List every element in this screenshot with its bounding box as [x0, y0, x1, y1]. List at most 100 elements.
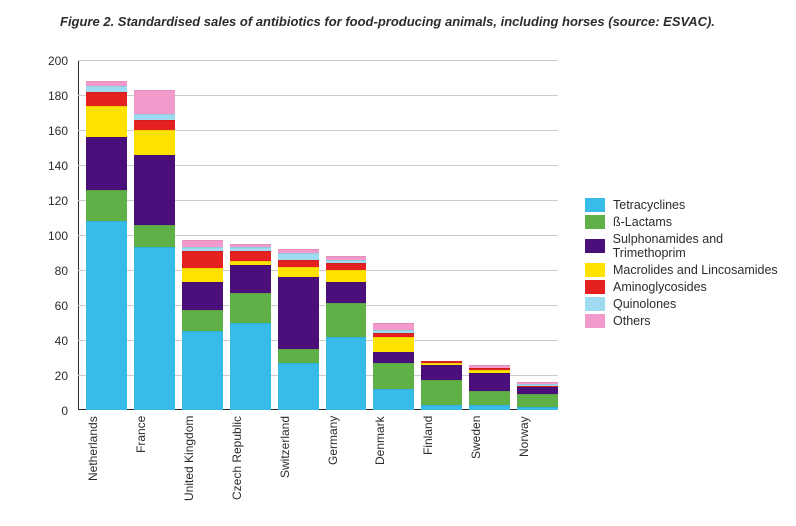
bar: [469, 365, 510, 411]
y-tick-label: 80: [55, 264, 78, 278]
legend-swatch: [585, 215, 605, 229]
x-tick-label: United Kingdom: [182, 416, 223, 526]
bars-container: [78, 60, 558, 410]
legend-item: Others: [585, 314, 796, 328]
legend: Tetracyclines ß-Lactams Sulphonamides and …: [585, 198, 796, 328]
legend-item: Aminoglycosides: [585, 280, 796, 294]
bar-segment: [373, 363, 414, 389]
bar: [230, 244, 271, 410]
y-tick-label: 60: [55, 299, 78, 313]
bar-segment: [182, 251, 223, 269]
legend-item: Sulphonamides and Trimethoprim: [585, 232, 796, 260]
bar-segment: [421, 380, 462, 405]
bar-segment: [421, 365, 462, 381]
bar-segment: [182, 310, 223, 331]
bar: [517, 382, 558, 410]
bar-segment: [373, 337, 414, 353]
legend-swatch: [585, 314, 605, 328]
legend-label: Aminoglycosides: [613, 280, 707, 294]
bar: [421, 361, 462, 410]
legend-item: Macrolides and Lincosamides: [585, 263, 796, 277]
y-tick-label: 0: [61, 404, 78, 418]
y-tick-label: 140: [48, 159, 78, 173]
bar-segment: [326, 337, 367, 411]
x-tick-label: Denmark: [373, 416, 414, 526]
bar-segment: [278, 277, 319, 349]
bar: [326, 256, 367, 410]
y-tick-label: 100: [48, 229, 78, 243]
bar-segment: [230, 265, 271, 293]
x-labels: NetherlandsFranceUnited KingdomCzech Rep…: [78, 410, 558, 526]
legend-item: Quinolones: [585, 297, 796, 311]
legend-item: Tetracyclines: [585, 198, 796, 212]
bar-segment: [230, 323, 271, 411]
legend-label: Tetracyclines: [613, 198, 685, 212]
figure-container: Figure 2. Standardised sales of antibiot…: [0, 0, 796, 521]
bar-segment: [326, 282, 367, 303]
x-tick-label: Netherlands: [86, 416, 127, 526]
bar-segment: [278, 260, 319, 267]
y-tick-label: 120: [48, 194, 78, 208]
bar-segment: [182, 331, 223, 410]
bar-segment: [326, 303, 367, 336]
bar-segment: [373, 352, 414, 363]
x-tick-label: Germany: [326, 416, 367, 526]
x-tick-label: Norway: [517, 416, 558, 526]
y-tick-label: 200: [48, 54, 78, 68]
bar: [182, 240, 223, 410]
bar-segment: [517, 394, 558, 406]
bar-segment: [469, 373, 510, 391]
bar-segment: [86, 221, 127, 410]
bar-segment: [134, 120, 175, 131]
y-tick-label: 40: [55, 334, 78, 348]
legend-label: Others: [613, 314, 651, 328]
bar-segment: [134, 225, 175, 248]
bar-segment: [182, 240, 223, 247]
y-tick-label: 20: [55, 369, 78, 383]
bar-segment: [278, 267, 319, 278]
legend-swatch: [585, 280, 605, 294]
legend-label: ß-Lactams: [613, 215, 672, 229]
bar-segment: [86, 106, 127, 138]
legend-swatch: [585, 198, 605, 212]
legend-label: Sulphonamides and Trimethoprim: [613, 232, 796, 260]
legend-label: Quinolones: [613, 297, 676, 311]
x-tick-label: Switzerland: [278, 416, 319, 526]
legend-swatch: [585, 263, 605, 277]
x-tick-label: Sweden: [469, 416, 510, 526]
x-tick-label: Czech Republic: [230, 416, 271, 526]
bar-segment: [134, 247, 175, 410]
legend-swatch: [585, 239, 605, 253]
bar-segment: [182, 282, 223, 310]
bar-segment: [230, 251, 271, 262]
bar-segment: [469, 391, 510, 405]
bar-segment: [134, 130, 175, 155]
bar-segment: [278, 253, 319, 260]
bar: [86, 81, 127, 410]
legend-swatch: [585, 297, 605, 311]
bar-segment: [517, 387, 558, 394]
legend-label: Macrolides and Lincosamides: [613, 263, 778, 277]
legend-item: ß-Lactams: [585, 215, 796, 229]
figure-title: Figure 2. Standardised sales of antibiot…: [60, 14, 715, 29]
bar: [134, 90, 175, 410]
y-tick-label: 160: [48, 124, 78, 138]
bar-segment: [278, 363, 319, 410]
chart-area: 020406080100120140160180200 NetherlandsF…: [78, 60, 558, 410]
bar-segment: [86, 137, 127, 190]
x-tick-label: France: [134, 416, 175, 526]
bar-segment: [326, 263, 367, 270]
bar-segment: [134, 90, 175, 115]
bar-segment: [134, 155, 175, 225]
bar-segment: [182, 268, 223, 282]
bar: [278, 249, 319, 410]
x-tick-label: Finland: [421, 416, 462, 526]
bar-segment: [326, 270, 367, 282]
bar-segment: [373, 323, 414, 330]
bar-segment: [230, 293, 271, 323]
bar-segment: [278, 349, 319, 363]
bar-segment: [86, 92, 127, 106]
bar-segment: [86, 190, 127, 222]
bar: [373, 323, 414, 411]
bar-segment: [373, 389, 414, 410]
